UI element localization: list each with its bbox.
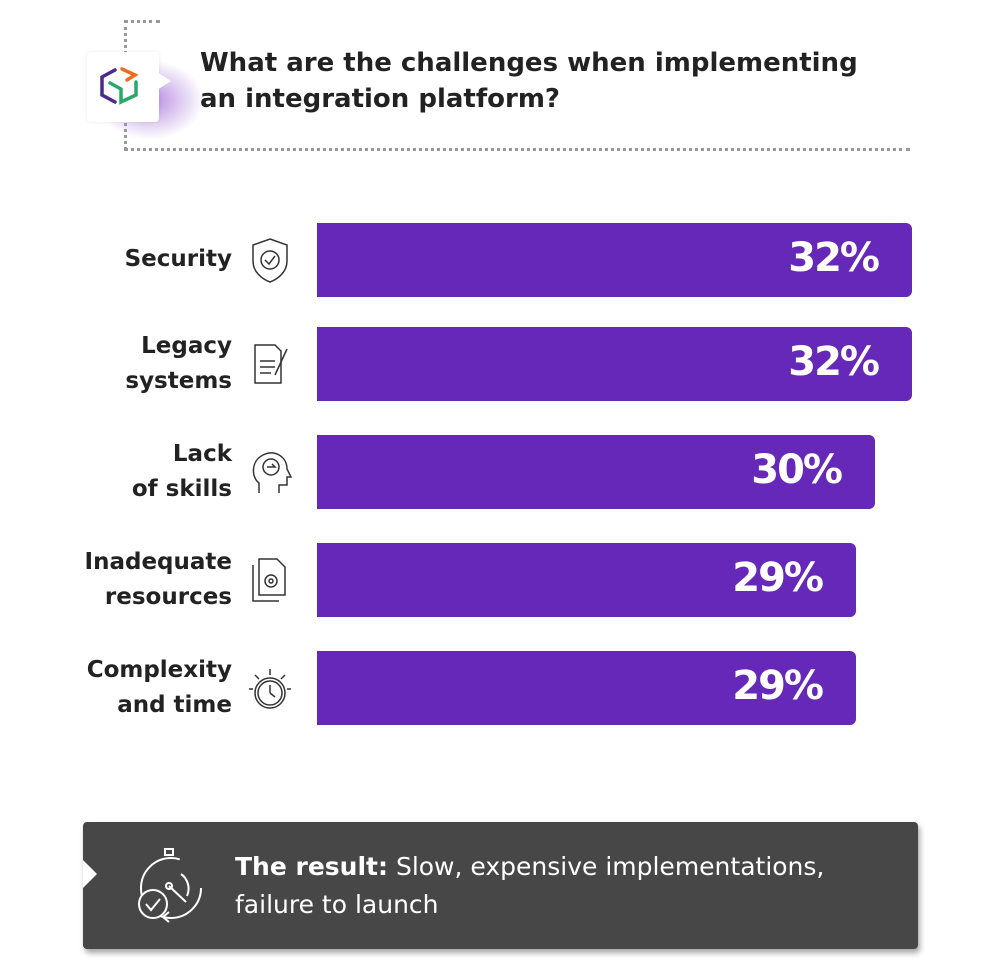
page-title: What are the challenges when implementin… bbox=[200, 48, 858, 114]
data-label: 30% bbox=[751, 447, 843, 493]
dotted-line bbox=[124, 20, 160, 23]
category-label: Legacy systems bbox=[125, 333, 232, 394]
category-label: Complexity and time bbox=[86, 657, 232, 718]
head-brain-icon bbox=[245, 447, 295, 497]
document-pen-icon bbox=[245, 339, 295, 389]
bar: 32% bbox=[317, 327, 912, 401]
result-description: Slow, expensive implementations, failure… bbox=[235, 852, 825, 919]
dotted-divider bbox=[124, 148, 910, 151]
bar: 29% bbox=[317, 543, 856, 617]
shield-check-icon bbox=[245, 235, 295, 285]
documents-gear-icon bbox=[245, 555, 295, 605]
header-icon-box bbox=[87, 52, 171, 122]
data-label: 32% bbox=[788, 235, 880, 281]
cube-icon bbox=[100, 67, 139, 105]
bar: 30% bbox=[317, 435, 875, 509]
data-label: 29% bbox=[732, 663, 824, 709]
result-text: The result: Slow, expensive implementati… bbox=[235, 848, 875, 924]
result-label: The result: bbox=[235, 852, 388, 881]
category-label: Inadequate resources bbox=[84, 549, 232, 610]
bar: 32% bbox=[317, 223, 912, 297]
stopwatch-cycle-check-icon bbox=[138, 848, 202, 923]
data-label: 32% bbox=[788, 339, 880, 385]
category-label: Lack of skills bbox=[131, 441, 232, 502]
data-label: 29% bbox=[732, 555, 824, 601]
category-label: Security bbox=[124, 246, 232, 272]
bar: 29% bbox=[317, 651, 856, 725]
stopwatch-icon bbox=[245, 663, 295, 713]
result-box: The result: Slow, expensive implementati… bbox=[83, 822, 918, 949]
